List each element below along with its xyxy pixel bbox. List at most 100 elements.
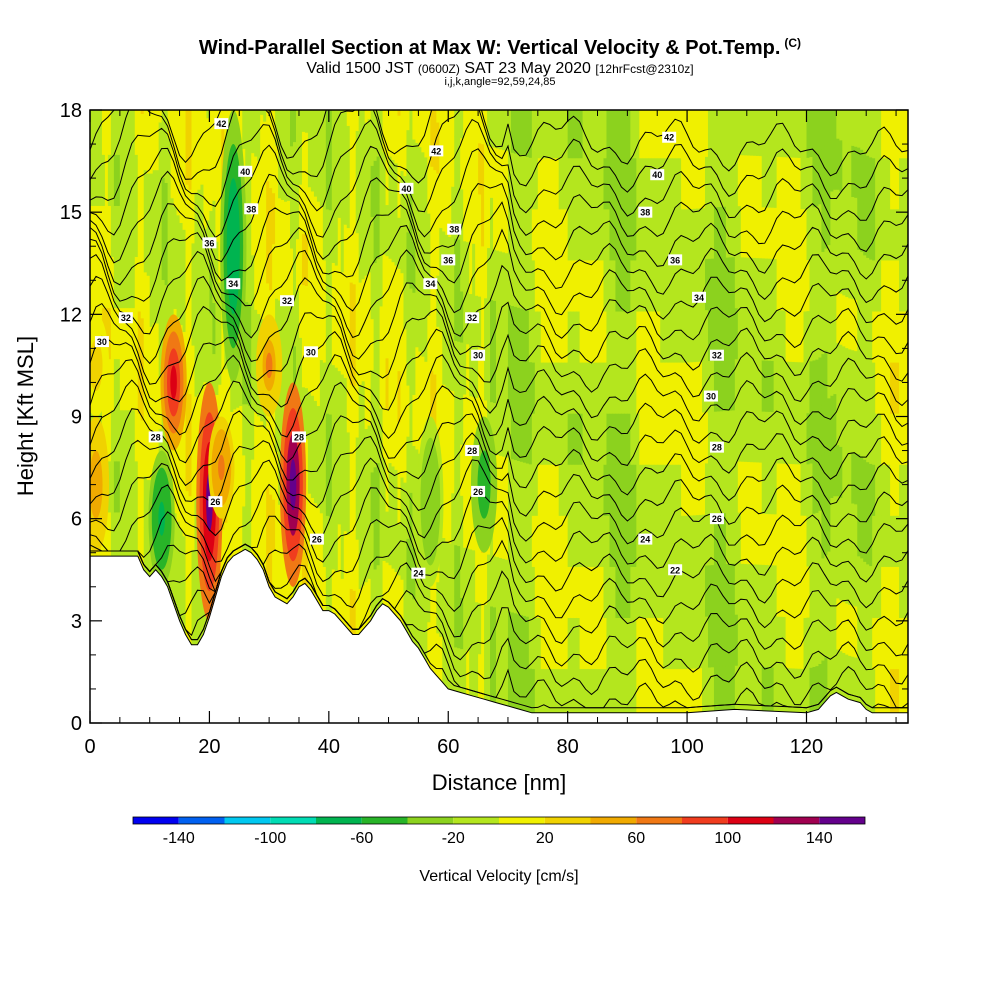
velocity-band (800, 463, 805, 516)
colorbar-tick-label: 100 (714, 830, 741, 847)
contour-label: 42 (429, 145, 444, 157)
velocity-band (842, 448, 846, 500)
velocity-band (352, 181, 357, 234)
velocity-band (588, 464, 593, 516)
velocity-band (531, 208, 536, 261)
velocity-band (355, 283, 360, 336)
velocity-band (893, 310, 897, 363)
velocity-band (693, 208, 697, 260)
contour-label-bg (662, 131, 677, 143)
colorbar-swatch (499, 817, 545, 824)
velocity-band (179, 528, 184, 581)
velocity-band (806, 110, 811, 158)
velocity-band (516, 460, 521, 513)
velocity-band (173, 512, 178, 565)
velocity-band (287, 251, 291, 304)
velocity-band (155, 425, 160, 477)
velocity-band (812, 110, 817, 157)
velocity-band (484, 655, 488, 707)
velocity-band (185, 388, 190, 441)
velocity-band (146, 275, 151, 327)
velocity-band (678, 259, 682, 312)
velocity-band (501, 200, 506, 253)
velocity-band (585, 566, 590, 619)
velocity-band (242, 454, 246, 507)
velocity-band (854, 401, 858, 454)
velocity-band (669, 464, 673, 516)
velocity-band (887, 413, 891, 465)
velocity-band (758, 564, 763, 616)
velocity-band (161, 110, 166, 127)
velocity-band (591, 464, 596, 516)
velocity-band (902, 362, 906, 414)
velocity-band (615, 668, 620, 721)
velocity-band (90, 110, 94, 155)
velocity-band (122, 154, 127, 206)
velocity-band (699, 514, 703, 566)
velocity-band (642, 310, 646, 363)
velocity-band (660, 157, 664, 210)
velocity-band (358, 384, 363, 436)
velocity-band (725, 563, 730, 616)
velocity-band (657, 362, 661, 414)
velocity-band (457, 341, 461, 393)
velocity-band (588, 617, 593, 670)
velocity-band (564, 617, 569, 670)
velocity-band (322, 259, 327, 312)
contour-label: 30 (94, 336, 109, 348)
velocity-band (860, 404, 864, 457)
velocity-band (92, 256, 97, 309)
velocity-band (821, 149, 826, 201)
velocity-band (639, 464, 643, 516)
velocity-band (555, 413, 560, 465)
y-tick-label: 9 (71, 407, 82, 429)
velocity-band (851, 145, 855, 198)
velocity-band (484, 348, 488, 401)
velocity-band (260, 216, 264, 269)
velocity-band (215, 241, 219, 293)
contour-label-bg (226, 278, 241, 290)
velocity-band (549, 259, 554, 312)
velocity-band (707, 156, 712, 208)
velocity-band (400, 476, 405, 529)
velocity-band (107, 256, 112, 309)
velocity-band (621, 110, 625, 159)
velocity-cell (170, 365, 177, 400)
velocity-band (788, 565, 793, 618)
velocity-band (815, 307, 820, 360)
velocity-band (642, 208, 646, 261)
velocity-band (839, 497, 843, 550)
velocity-band (636, 208, 640, 261)
velocity-band (905, 259, 908, 312)
velocity-band (110, 409, 115, 462)
velocity-band (654, 208, 658, 261)
velocity-band (713, 155, 718, 208)
velocity-band (406, 538, 411, 590)
colorbar-swatch (133, 817, 179, 824)
velocity-band (690, 310, 694, 363)
velocity-band (848, 553, 852, 605)
velocity-band (609, 362, 614, 414)
velocity-band (710, 155, 715, 208)
contour-label-text: 38 (246, 204, 256, 214)
velocity-band (346, 380, 351, 433)
velocity-band (391, 159, 396, 212)
velocity-band (92, 110, 97, 155)
velocity-band (770, 110, 775, 157)
velocity-band (454, 544, 458, 597)
velocity-band (490, 197, 494, 249)
velocity-band (875, 259, 879, 312)
velocity-band (379, 305, 384, 358)
velocity-band (200, 592, 205, 645)
velocity-band (248, 110, 252, 151)
velocity-band (746, 359, 751, 411)
velocity-band (457, 647, 461, 700)
velocity-band (313, 502, 318, 555)
velocity-band (627, 362, 631, 414)
velocity-band (355, 539, 360, 591)
velocity-band (884, 566, 888, 619)
velocity-band (606, 464, 611, 516)
velocity-band (666, 515, 670, 567)
velocity-band (806, 514, 811, 567)
velocity-band (376, 360, 381, 412)
